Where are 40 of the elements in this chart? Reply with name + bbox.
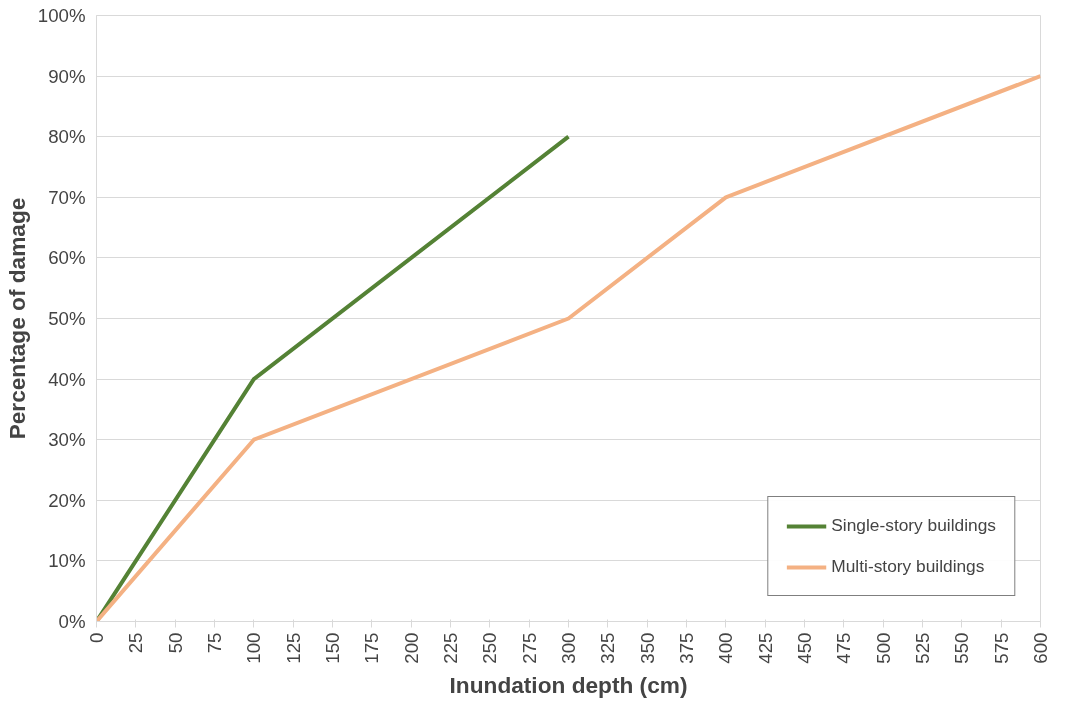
x-tick-label: 75	[204, 632, 225, 654]
y-tick-label: 0%	[58, 611, 86, 632]
x-tick-label: 500	[872, 632, 894, 664]
legend-label: Multi-story buildings	[831, 556, 985, 577]
y-tick-label: 20%	[48, 489, 86, 511]
x-tick-label: 425	[754, 632, 776, 664]
legend-label: Single-story buildings	[831, 515, 996, 536]
x-tick-label: 600	[1030, 632, 1051, 664]
y-tick-label: 40%	[48, 368, 86, 390]
x-tick-label: 575	[990, 632, 1012, 664]
x-tick-label: 475	[833, 632, 855, 664]
x-tick-label: 200	[400, 632, 422, 664]
y-tick-label: 100%	[37, 5, 86, 26]
x-tick-label: 125	[282, 632, 304, 664]
x-tick-label: 25	[125, 632, 147, 654]
y-tick-label: 10%	[48, 550, 86, 572]
y-tick-label: 80%	[48, 126, 86, 148]
x-tick-label: 350	[636, 632, 658, 664]
y-tick-label: 70%	[48, 186, 86, 208]
x-tick-label: 225	[440, 632, 461, 664]
y-tick-label: 30%	[48, 429, 86, 451]
x-tick-label: 325	[597, 632, 619, 664]
y-tick-label: 90%	[48, 65, 86, 87]
x-tick-label: 450	[794, 632, 815, 664]
x-tick-label: 100	[243, 632, 265, 664]
x-tick-label: 275	[518, 632, 540, 664]
x-tick-label: 400	[715, 632, 737, 664]
y-axis-title: Percentage of damage	[3, 197, 30, 440]
y-tick-label: 50%	[48, 308, 86, 329]
x-tick-label: 0	[86, 632, 107, 643]
x-axis-title: Inundation depth (cm)	[449, 671, 688, 698]
x-tick-label: 250	[479, 632, 501, 664]
x-tick-label: 300	[558, 632, 579, 664]
x-tick-label: 550	[951, 632, 973, 664]
x-tick-label: 175	[361, 632, 383, 664]
x-tick-label: 150	[322, 632, 343, 664]
x-tick-label: 525	[912, 632, 933, 664]
y-tick-label: 60%	[48, 247, 86, 269]
x-tick-label: 375	[676, 632, 697, 664]
x-tick-label: 50	[164, 632, 186, 654]
